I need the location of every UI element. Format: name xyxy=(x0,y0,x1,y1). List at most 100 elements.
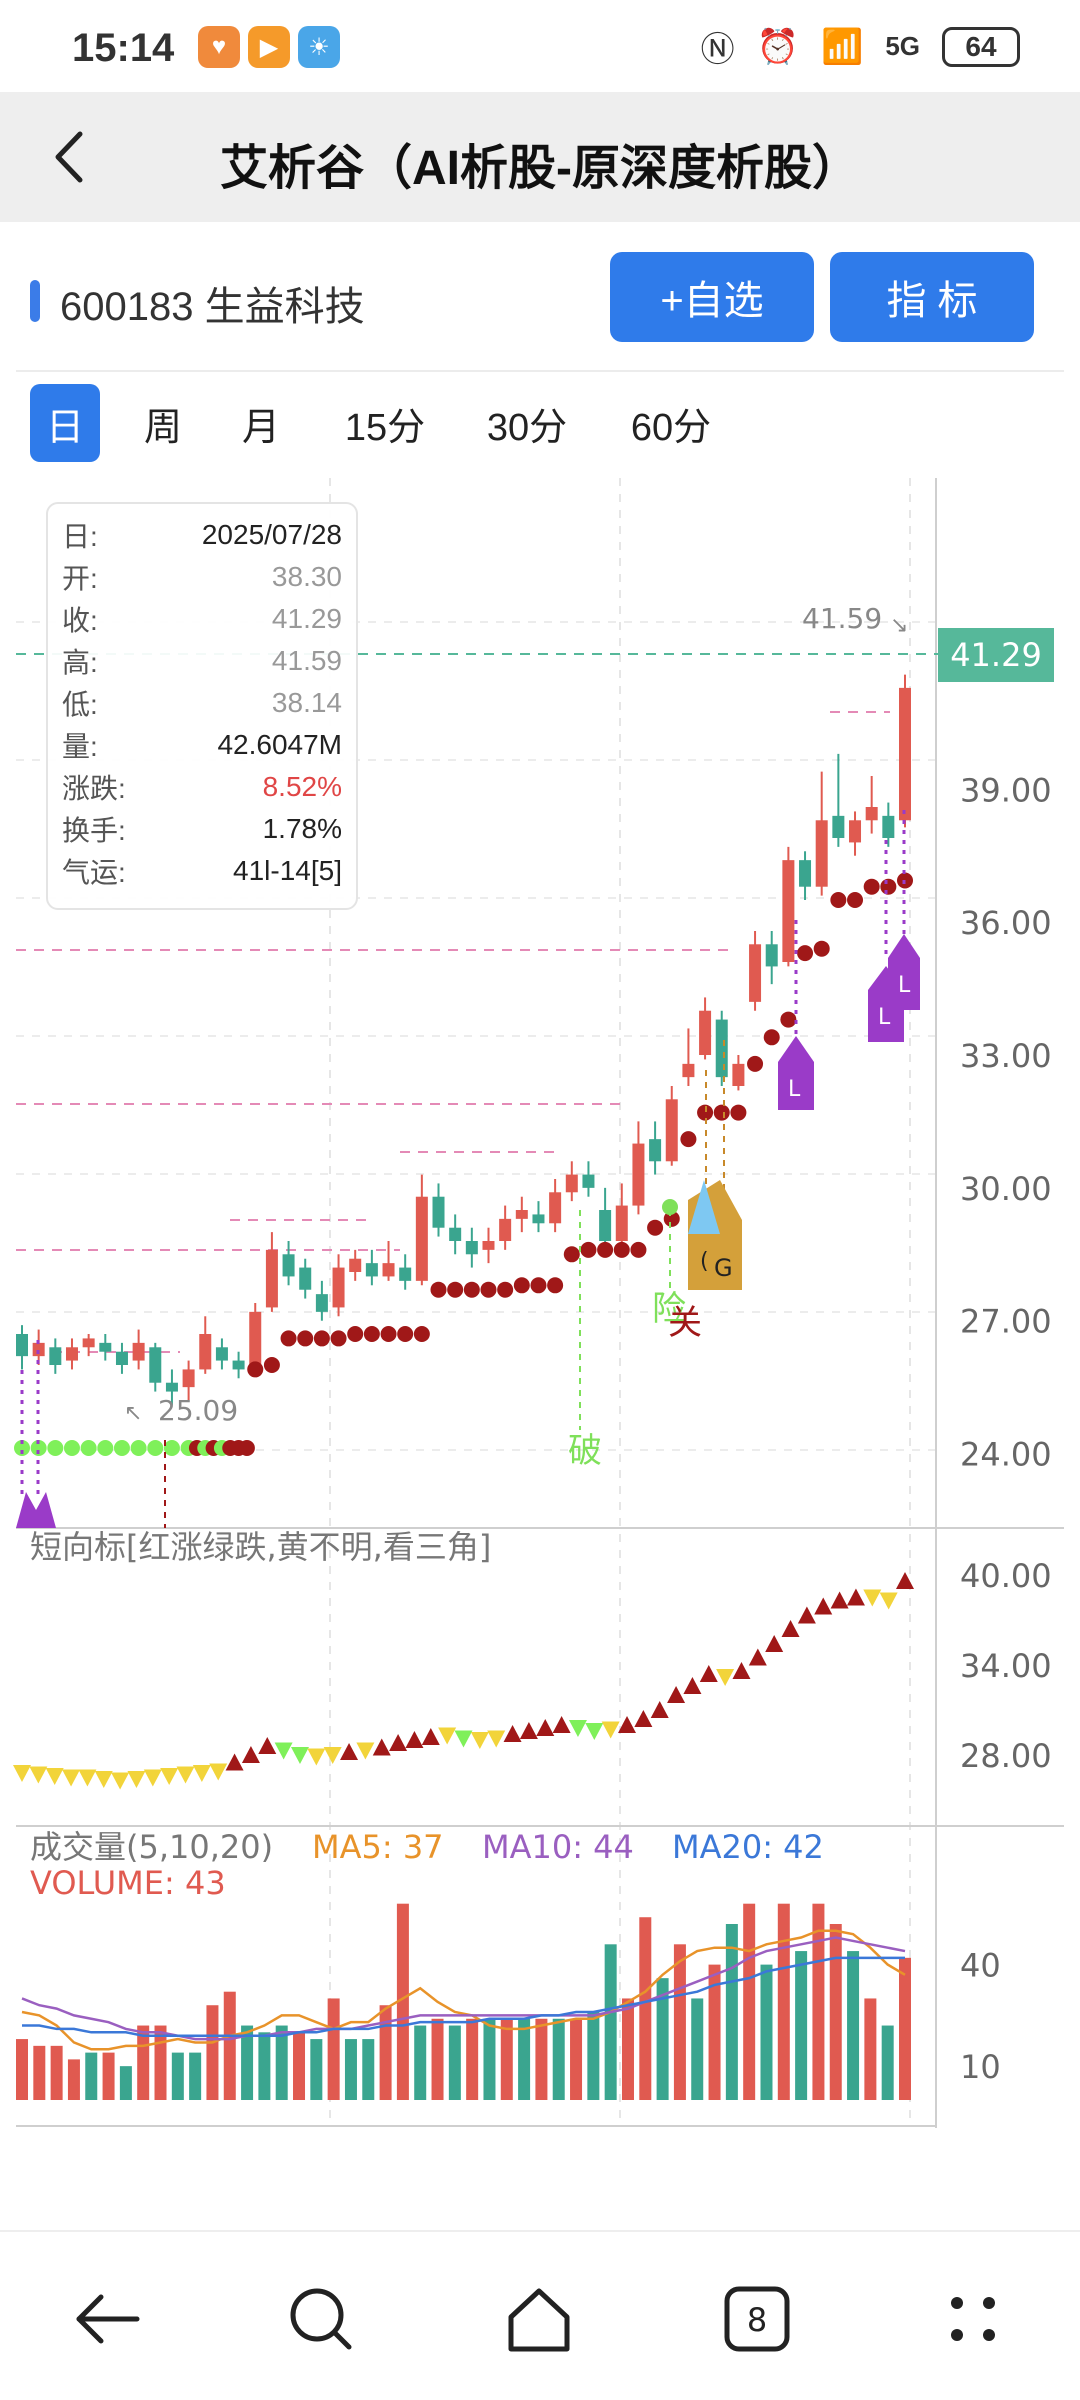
info-row: 开: 38.30 xyxy=(62,556,342,598)
candle-body xyxy=(165,1382,178,1392)
arrow-left-icon xyxy=(76,2294,140,2344)
info-row: 气运: 41l-14[5] xyxy=(62,850,342,892)
add-watchlist-button[interactable]: +自选 xyxy=(610,252,814,342)
trend-dot xyxy=(280,1330,297,1347)
volume-bar xyxy=(673,1944,686,2100)
info-row: 低: 38.14 xyxy=(62,682,342,724)
indicator-triangle xyxy=(225,1753,244,1771)
candle-body xyxy=(715,1019,728,1078)
indicator-tick-label: 28.00 xyxy=(960,1737,1052,1775)
indicator-triangle xyxy=(667,1686,686,1703)
trend-dot xyxy=(463,1281,480,1298)
volume-bar xyxy=(50,2045,63,2100)
trend-dot xyxy=(163,1440,180,1456)
trend-dot xyxy=(347,1326,364,1342)
svg-text:8: 8 xyxy=(747,2301,767,2339)
candle-body xyxy=(432,1196,445,1228)
volume-bar xyxy=(570,2018,583,2100)
low-pointer-icon: ↖ xyxy=(124,1401,142,1426)
candle-body xyxy=(899,687,911,821)
candle-body xyxy=(565,1174,578,1193)
wifi-icon: 📶 xyxy=(820,27,864,66)
stock-chart[interactable]: 破 险 关 ( G L L L 41.59 ↘ ↖ 25.09 42.0039.… xyxy=(0,470,1080,2130)
volume-bar xyxy=(310,2039,323,2100)
tab-week[interactable]: 周 xyxy=(143,406,182,449)
candle-body xyxy=(399,1267,412,1281)
info-row: 收: 41.29 xyxy=(62,598,342,640)
tab-day[interactable]: 日 xyxy=(30,384,100,462)
candle-body xyxy=(732,1063,745,1086)
signal-markers: 破 险 关 ( G L L L 41.59 ↘ ↖ 25.09 xyxy=(16,602,920,1528)
trend-dot xyxy=(597,1241,614,1258)
info-label: 气运: xyxy=(62,857,126,888)
trend-dot xyxy=(547,1277,564,1294)
volume-axis: 40 10 xyxy=(960,1947,1001,2087)
trend-dot xyxy=(563,1246,580,1263)
indicator-triangle xyxy=(78,1769,97,1787)
candle-body xyxy=(482,1241,495,1250)
volume-bar xyxy=(102,2052,115,2100)
candle-body xyxy=(232,1360,245,1370)
volume-bar xyxy=(448,2025,461,2100)
trend-dot xyxy=(513,1277,530,1294)
menu-dots-icon xyxy=(951,2297,995,2341)
current-price-tag xyxy=(938,628,1054,682)
price-tick-label: 33.00 xyxy=(960,1037,1052,1075)
volume-bar xyxy=(223,1991,236,2100)
trend-dot xyxy=(113,1440,130,1456)
volume-bar xyxy=(760,1964,773,2100)
candle-body xyxy=(765,944,778,967)
nav-tabs-button[interactable]: 8 xyxy=(712,2274,802,2364)
tab-month[interactable]: 月 xyxy=(241,406,280,449)
tab-15min[interactable]: 15分 xyxy=(344,406,426,449)
info-label: 开: xyxy=(62,563,98,594)
ma10-line xyxy=(21,1936,906,2041)
volume-bar xyxy=(518,2018,531,2100)
network-label: 5G xyxy=(885,31,920,61)
tab-30min[interactable]: 30分 xyxy=(486,406,568,449)
candle-body xyxy=(32,1342,45,1357)
indicator-triangle xyxy=(258,1737,277,1754)
indicator-button[interactable]: 指 标 xyxy=(830,252,1034,342)
volume-bar xyxy=(33,2045,46,2100)
candle-body xyxy=(449,1227,462,1241)
volume-bar xyxy=(431,2018,444,2100)
app-notification-icon: ♥ xyxy=(198,26,240,68)
trend-dot xyxy=(130,1440,147,1456)
volume-bar xyxy=(85,2052,98,2100)
current-price-value: 41.29 xyxy=(950,636,1042,674)
nav-home-button[interactable] xyxy=(494,2274,584,2364)
nav-menu-button[interactable] xyxy=(928,2274,1018,2364)
info-value: 38.30 xyxy=(271,561,342,592)
indicator-triangle xyxy=(290,1747,309,1764)
weather-icon: ☀ xyxy=(298,26,340,68)
indicator-triangle xyxy=(503,1725,522,1742)
trend-dot xyxy=(363,1326,380,1342)
info-label: 换手: xyxy=(62,815,126,846)
nav-back-button[interactable] xyxy=(62,2274,152,2364)
indicator-triangle xyxy=(45,1768,64,1785)
tab-60min[interactable]: 60分 xyxy=(630,406,712,449)
candle-body xyxy=(249,1311,262,1370)
indicator-triangle xyxy=(683,1677,702,1694)
candle-body xyxy=(415,1196,428,1281)
candle-body xyxy=(465,1241,478,1255)
volume-bar xyxy=(119,2066,132,2100)
page-title: 艾析谷（AI析股-原深度析股） xyxy=(220,142,860,195)
volume-bar xyxy=(362,2039,375,2100)
back-button[interactable] xyxy=(36,122,106,192)
indicator-triangle xyxy=(863,1589,882,1607)
indicator-triangle xyxy=(438,1727,457,1745)
trend-dot xyxy=(263,1357,280,1373)
nav-search-button[interactable] xyxy=(276,2274,366,2364)
indicator-triangle xyxy=(601,1721,620,1739)
trend-dot xyxy=(697,1104,714,1121)
trend-dot xyxy=(847,892,864,908)
volume-bar xyxy=(691,1998,704,2100)
volume-bar xyxy=(171,2052,184,2100)
indicator-triangle xyxy=(241,1746,260,1763)
volume-series xyxy=(16,1903,911,2100)
indicator-triangle xyxy=(405,1731,424,1748)
candle-body xyxy=(115,1351,128,1365)
info-label: 量: xyxy=(62,731,98,762)
